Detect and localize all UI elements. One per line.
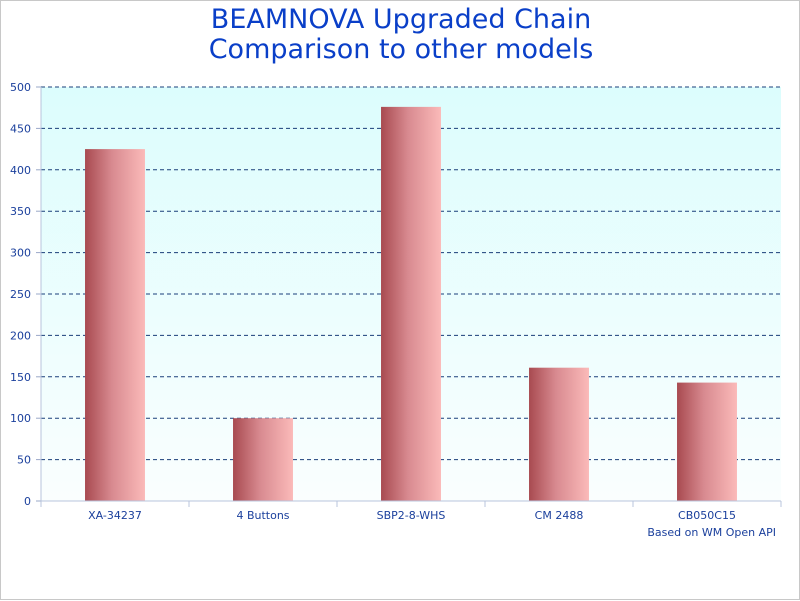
bar-cb050c15 [677, 382, 737, 501]
y-tick-label: 300 [10, 247, 31, 260]
chart-title-line-2: Comparison to other models [209, 34, 594, 65]
x-tick-labels: XA-34237 4 Buttons SBP2-8-WHS CM 2488 CB050C… [88, 509, 736, 522]
y-tick-label: 150 [10, 371, 31, 384]
bar-4-buttons [233, 418, 293, 501]
y-tick-label: 350 [10, 205, 31, 218]
bar-cm-2488 [529, 367, 589, 501]
y-tick-label: 400 [10, 164, 31, 177]
bars [85, 106, 737, 501]
y-tick-label: 100 [10, 412, 31, 425]
y-tick-label: 0 [24, 495, 31, 508]
axes [40, 87, 782, 507]
y-tick-label: 50 [17, 454, 31, 467]
bar-xa-34237 [85, 149, 145, 501]
y-tick-label: 450 [10, 122, 31, 135]
grid-lines [36, 86, 781, 502]
bar-sbp2-8-whs [381, 106, 441, 501]
chart-title-line-1: BEAMNOVA Upgraded Chain [211, 4, 591, 35]
y-tick-label: 250 [10, 288, 31, 301]
footnote: Based on WM Open API [647, 526, 776, 539]
x-tick-label: 4 Buttons [236, 509, 289, 522]
y-tick-label: 200 [10, 329, 31, 342]
x-tick-label: CM 2488 [535, 509, 584, 522]
y-tick-label: 500 [10, 81, 31, 94]
x-tick-label: CB050C15 [678, 509, 736, 522]
x-tick-label: XA-34237 [88, 509, 142, 522]
x-tick-label: SBP2-8-WHS [377, 509, 446, 522]
y-tick-labels: 0 50 100 150 200 250 300 350 400 450 500 [10, 81, 31, 508]
